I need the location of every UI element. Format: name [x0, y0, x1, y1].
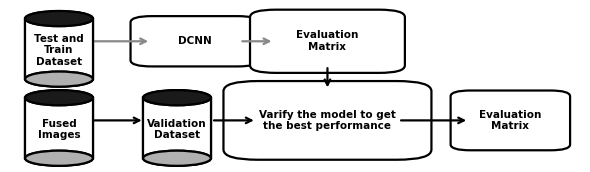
Ellipse shape	[25, 72, 93, 87]
Ellipse shape	[25, 90, 93, 105]
FancyBboxPatch shape	[130, 16, 259, 66]
Bar	[143, 98, 211, 158]
Ellipse shape	[143, 90, 211, 105]
Text: Validation
Dataset: Validation Dataset	[147, 119, 207, 140]
Ellipse shape	[25, 72, 93, 87]
Ellipse shape	[25, 151, 93, 166]
FancyBboxPatch shape	[224, 81, 431, 160]
Ellipse shape	[25, 90, 93, 105]
FancyBboxPatch shape	[451, 90, 570, 150]
FancyBboxPatch shape	[250, 10, 405, 73]
Bar	[144, 98, 210, 158]
Text: DCNN: DCNN	[178, 36, 212, 46]
Bar	[27, 19, 92, 79]
Ellipse shape	[143, 151, 211, 166]
Text: Evaluation
Matrix: Evaluation Matrix	[296, 30, 359, 52]
Ellipse shape	[25, 11, 93, 26]
Text: Varify the model to get
the best performance: Varify the model to get the best perform…	[259, 110, 396, 131]
Ellipse shape	[25, 151, 93, 166]
Bar	[25, 19, 93, 79]
Bar	[27, 98, 92, 158]
Bar	[25, 98, 93, 158]
Text: Test and
Train
Dataset: Test and Train Dataset	[34, 34, 84, 67]
Ellipse shape	[143, 90, 211, 105]
Ellipse shape	[25, 11, 93, 26]
Text: Fused
Images: Fused Images	[38, 119, 80, 140]
Ellipse shape	[143, 151, 211, 166]
Text: Evaluation
Matrix: Evaluation Matrix	[479, 110, 542, 131]
